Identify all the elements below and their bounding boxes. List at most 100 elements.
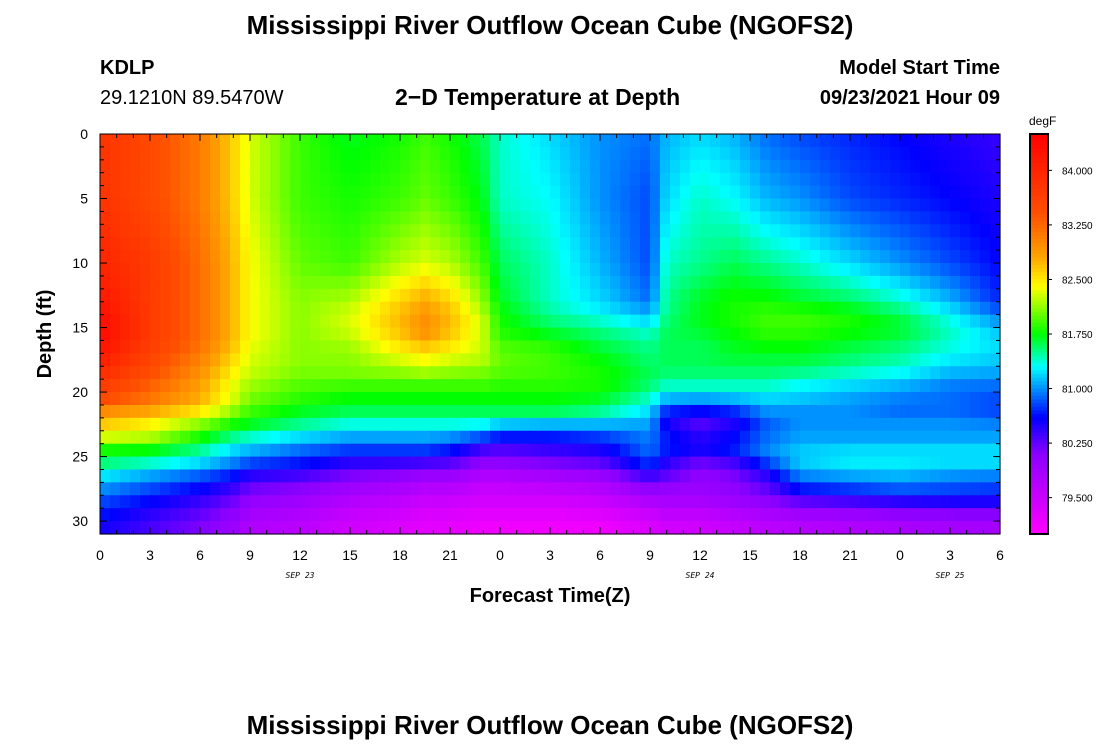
heatmap-cell: [300, 146, 311, 161]
heatmap-cell: [210, 495, 221, 509]
heatmap-cell: [690, 314, 701, 329]
heatmap-cell: [160, 211, 171, 225]
heatmap-cell: [960, 146, 971, 161]
heatmap-cell: [330, 275, 341, 290]
heatmap-cell: [920, 392, 931, 406]
heatmap-cell: [580, 392, 591, 406]
heatmap-cell: [730, 134, 741, 148]
heatmap-cell: [340, 301, 351, 316]
heatmap-cell: [270, 185, 281, 200]
heatmap-cell: [650, 521, 661, 535]
heatmap-cell: [650, 314, 661, 329]
heatmap-cell: [440, 366, 451, 380]
heatmap-cell: [200, 404, 211, 419]
heatmap-cell: [570, 327, 581, 342]
heatmap-cell: [570, 172, 581, 187]
heatmap-cell: [890, 417, 901, 432]
heatmap-cell: [680, 301, 691, 316]
heatmap-cell: [230, 430, 241, 445]
heatmap-cell: [500, 185, 511, 200]
heatmap-cell: [840, 521, 851, 535]
heatmap-cell: [910, 275, 921, 290]
heatmap-cell: [340, 263, 351, 277]
heatmap-cell: [240, 224, 251, 238]
colorbar-segment: [1030, 494, 1048, 499]
heatmap-cell: [510, 340, 521, 354]
heatmap-cell: [600, 366, 611, 380]
heatmap-cell: [380, 430, 391, 445]
heatmap-cell: [790, 379, 801, 393]
heatmap-cell: [250, 250, 261, 264]
heatmap-cell: [930, 327, 941, 342]
heatmap-cell: [820, 417, 831, 432]
heatmap-cell: [860, 159, 871, 174]
heatmap-cell: [220, 379, 231, 393]
heatmap-cell: [160, 379, 171, 393]
heatmap-cell: [770, 340, 781, 354]
heatmap-cell: [430, 495, 441, 509]
heatmap-cell: [920, 159, 931, 174]
heatmap-cell: [910, 159, 921, 174]
heatmap-cell: [850, 134, 861, 148]
heatmap-cell: [790, 443, 801, 458]
heatmap-cell: [420, 443, 431, 458]
heatmap-cell: [400, 224, 411, 238]
heatmap-cell: [790, 263, 801, 277]
heatmap-cell: [430, 263, 441, 277]
heatmap-cell: [740, 159, 751, 174]
heatmap-cell: [850, 508, 861, 522]
heatmap-cell: [470, 521, 481, 535]
heatmap-cell: [470, 288, 481, 303]
heatmap-cell: [560, 340, 571, 354]
heatmap-cell: [910, 237, 921, 251]
colorbar-segment: [1030, 192, 1048, 197]
heatmap-cell: [210, 146, 221, 161]
colorbar-segment: [1030, 406, 1048, 411]
heatmap-cell: [840, 327, 851, 342]
heatmap-cell: [100, 263, 111, 277]
heatmap-cell: [290, 134, 301, 148]
heatmap-cell: [330, 146, 341, 161]
heatmap-cell: [760, 469, 771, 483]
heatmap-cell: [520, 146, 531, 161]
heatmap-cell: [520, 353, 531, 367]
heatmap-cell: [130, 275, 141, 290]
heatmap-cell: [530, 430, 541, 445]
heatmap-cell: [540, 495, 551, 509]
heatmap-cell: [950, 340, 961, 354]
heatmap-cell: [850, 185, 861, 200]
heatmap-cell: [480, 314, 491, 329]
heatmap-cell: [410, 314, 421, 329]
heatmap-cell: [820, 353, 831, 367]
heatmap-cell: [410, 185, 421, 200]
heatmap-cell: [660, 224, 671, 238]
heatmap-cell: [800, 198, 811, 213]
colorbar: 84.00083.25082.50081.75081.00080.25079.5…: [1029, 133, 1093, 535]
heatmap-cell: [180, 134, 191, 148]
heatmap-cell: [570, 314, 581, 329]
heatmap-cell: [520, 198, 531, 213]
heatmap-cell: [210, 211, 221, 225]
heatmap-cell: [200, 224, 211, 238]
heatmap-cell: [170, 250, 181, 264]
heatmap-cell: [200, 185, 211, 200]
heatmap-cell: [120, 417, 131, 432]
heatmap-cell: [610, 495, 621, 509]
heatmap-cell: [970, 327, 981, 342]
heatmap-cell: [720, 392, 731, 406]
heatmap-cell: [910, 198, 921, 213]
colorbar-segment: [1030, 504, 1048, 510]
heatmap-cell: [900, 469, 911, 483]
heatmap-cell: [830, 185, 841, 200]
heatmap-cell: [400, 456, 411, 471]
heatmap-cell: [800, 482, 811, 496]
heatmap-cell: [660, 443, 671, 458]
colorbar-segment: [1030, 464, 1048, 470]
heatmap-cell: [990, 185, 1001, 200]
heatmap-cell: [410, 495, 421, 509]
heatmap-cell: [740, 469, 751, 483]
heatmap-cell: [470, 366, 481, 380]
heatmap-cell: [200, 495, 211, 509]
heatmap-cell: [680, 353, 691, 367]
heatmap-cell: [510, 508, 521, 522]
